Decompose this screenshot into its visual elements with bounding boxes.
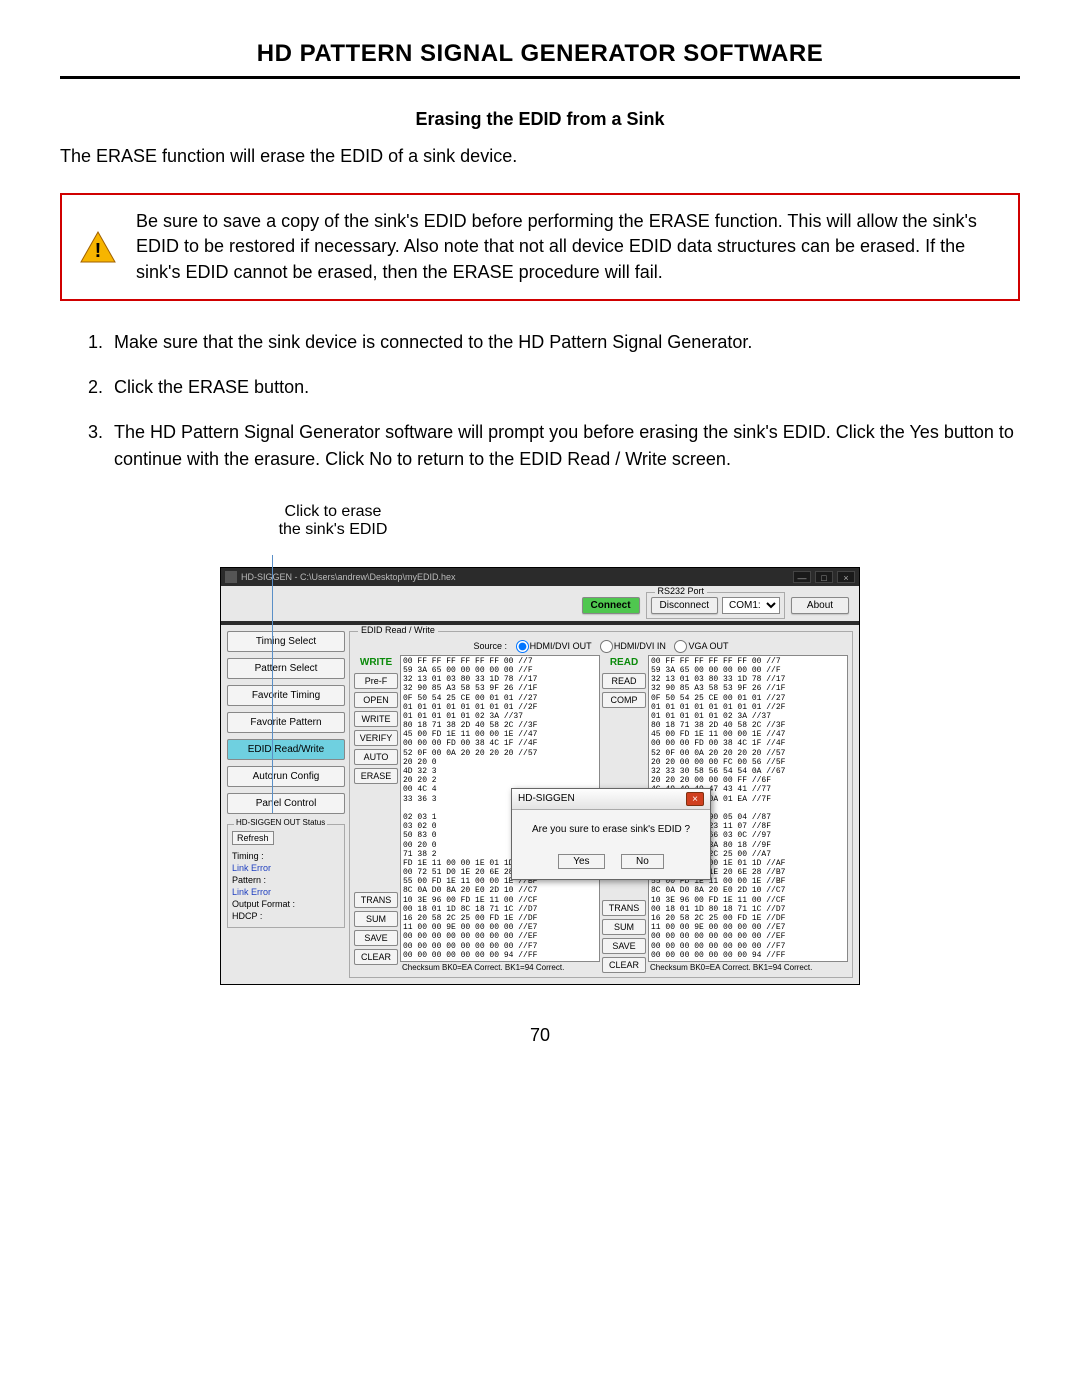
save-left-button[interactable]: SAVE <box>354 930 398 946</box>
disconnect-button[interactable]: Disconnect <box>651 597 718 614</box>
source-opt-1: HDMI/DVI IN <box>614 641 666 651</box>
edid-frame-label: EDID Read / Write <box>358 625 438 635</box>
dialog-no-button[interactable]: No <box>621 854 664 869</box>
annotation-label: Click to erase the sink's EDID <box>253 503 413 539</box>
write-button[interactable]: WRITE <box>354 711 398 727</box>
source-radio-vga[interactable] <box>674 640 687 653</box>
status-frame-label: HD-SIGGEN OUT Status <box>234 818 327 827</box>
port-select[interactable]: COM1: <box>722 597 780 614</box>
warning-box: ! Be sure to save a copy of the sink's E… <box>60 193 1020 301</box>
source-label: Source : <box>474 641 508 651</box>
confirm-dialog: HD-SIGGEN × Are you sure to erase sink's… <box>511 788 711 880</box>
page-number: 70 <box>60 1025 1020 1046</box>
dialog-title: HD-SIGGEN <box>518 793 575 804</box>
sidebar-favorite-pattern[interactable]: Favorite Pattern <box>227 712 345 733</box>
app-icon <box>225 571 237 583</box>
sidebar-pattern-select[interactable]: Pattern Select <box>227 658 345 679</box>
section-title: Erasing the EDID from a Sink <box>60 109 1020 130</box>
source-radio-hdmi-out[interactable] <box>516 640 529 653</box>
close-button[interactable]: × <box>837 571 855 583</box>
write-label: WRITE <box>354 655 398 670</box>
app-window: HD-SIGGEN - C:\Users\andrew\Desktop\myED… <box>220 567 860 985</box>
source-radio-hdmi-in[interactable] <box>600 640 613 653</box>
pref-button[interactable]: Pre-F <box>354 673 398 689</box>
sidebar-favorite-timing[interactable]: Favorite Timing <box>227 685 345 706</box>
status-timing-value: Link Error <box>232 863 340 873</box>
sidebar-panel-control[interactable]: Panel Control <box>227 793 345 814</box>
clear-right-button[interactable]: CLEAR <box>602 957 646 973</box>
clear-left-button[interactable]: CLEAR <box>354 949 398 965</box>
status-timing-label: Timing : <box>232 851 340 861</box>
sidebar-timing-select[interactable]: Timing Select <box>227 631 345 652</box>
intro-text: The ERASE function will erase the EDID o… <box>60 144 1020 169</box>
save-right-button[interactable]: SAVE <box>602 938 646 954</box>
warning-text: Be sure to save a copy of the sink's EDI… <box>136 209 1000 285</box>
dialog-message: Are you sure to erase sink's EDID ? <box>512 810 710 845</box>
checksum-right: Checksum BK0=EA Correct. BK1=94 Correct. <box>648 962 848 973</box>
trans-left-button[interactable]: TRANS <box>354 892 398 908</box>
refresh-button[interactable]: Refresh <box>232 831 274 845</box>
rs232-frame: RS232 Port Disconnect COM1: <box>646 592 785 619</box>
checksum-left: Checksum BK0=EA Correct. BK1=94 Correct. <box>400 962 600 973</box>
sum-left-button[interactable]: SUM <box>354 911 398 927</box>
steps-list: Make sure that the sink device is connec… <box>60 329 1020 473</box>
minimize-button[interactable]: — <box>793 571 811 583</box>
source-opt-2: VGA OUT <box>688 641 728 651</box>
source-row: Source : HDMI/DVI OUT HDMI/DVI IN VGA OU… <box>354 640 848 653</box>
window-title: HD-SIGGEN - C:\Users\andrew\Desktop\myED… <box>241 572 456 582</box>
comp-button[interactable]: COMP <box>602 692 646 708</box>
header-rule <box>60 76 1020 79</box>
sidebar-edid-readwrite[interactable]: EDID Read/Write <box>227 739 345 760</box>
source-opt-0: HDMI/DVI OUT <box>530 641 592 651</box>
trans-right-button[interactable]: TRANS <box>602 900 646 916</box>
sidebar-autorun-config[interactable]: Autorun Config <box>227 766 345 787</box>
step-item: Click the ERASE button. <box>108 374 1020 401</box>
annotation-line <box>272 555 273 813</box>
auto-button[interactable]: AUTO <box>354 749 398 765</box>
status-output-label: Output Format : <box>232 899 340 909</box>
connect-button[interactable]: Connect <box>582 597 640 614</box>
status-pattern-label: Pattern : <box>232 875 340 885</box>
about-button[interactable]: About <box>791 597 849 614</box>
step-item: The HD Pattern Signal Generator software… <box>108 419 1020 473</box>
erase-button[interactable]: ERASE <box>354 768 398 784</box>
rs232-label: RS232 Port <box>655 586 708 596</box>
svg-text:!: ! <box>95 240 102 262</box>
status-pattern-value: Link Error <box>232 887 340 897</box>
open-button[interactable]: OPEN <box>354 692 398 708</box>
dialog-yes-button[interactable]: Yes <box>558 854 604 869</box>
status-hdcp-label: HDCP : <box>232 911 340 921</box>
warning-icon: ! <box>80 231 116 263</box>
read-label: READ <box>602 655 646 670</box>
dialog-close-button[interactable]: × <box>686 792 704 806</box>
read-button[interactable]: READ <box>602 673 646 689</box>
maximize-button[interactable]: □ <box>815 571 833 583</box>
verify-button[interactable]: VERIFY <box>354 730 398 746</box>
sum-right-button[interactable]: SUM <box>602 919 646 935</box>
step-item: Make sure that the sink device is connec… <box>108 329 1020 356</box>
page-header-title: HD PATTERN SIGNAL GENERATOR SOFTWARE <box>60 40 1020 68</box>
status-frame: HD-SIGGEN OUT Status Refresh Timing : Li… <box>227 824 345 928</box>
window-titlebar: HD-SIGGEN - C:\Users\andrew\Desktop\myED… <box>221 568 859 586</box>
